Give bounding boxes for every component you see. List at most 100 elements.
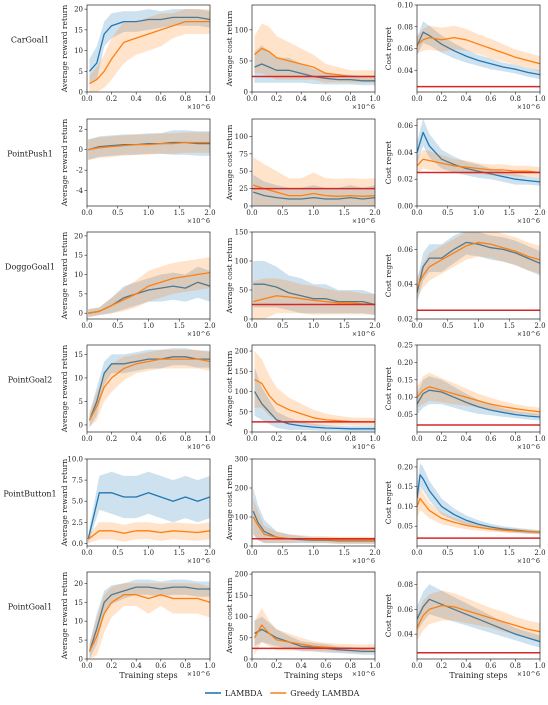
x-tick-label: 2.0 <box>204 322 215 330</box>
x-tick-label: 1.0 <box>473 209 484 217</box>
y-tick-label: 200 <box>235 348 248 356</box>
band-greedy-lambda <box>89 583 210 659</box>
line-greedy-lambda <box>253 184 375 197</box>
x-axis-label: Training steps <box>449 671 507 680</box>
band-greedy-lambda <box>417 149 540 178</box>
y-tick-label: 0.25 <box>397 342 413 350</box>
band-lambda <box>89 579 210 659</box>
y-tick-label: 50 <box>239 57 248 65</box>
row-label: PointGoal1 <box>8 603 52 612</box>
x-tick-label: 2.0 <box>369 209 380 217</box>
plot-area <box>252 157 375 206</box>
band-greedy-lambda <box>417 25 540 72</box>
y-tick-label: 300 <box>235 456 248 464</box>
band-lambda <box>417 21 540 79</box>
x-tick-label: 0.4 <box>131 435 143 443</box>
x-tick-label: 0.4 <box>461 95 473 103</box>
x-scale-label: ×10^6 <box>352 330 375 338</box>
band-lambda <box>88 266 210 318</box>
y-tick-label: 50 <box>239 168 248 176</box>
line-greedy-lambda <box>89 20 210 85</box>
x-scale-label: ×10^6 <box>187 330 210 338</box>
y-tick-label: 50 <box>239 634 248 642</box>
plot-area <box>252 351 375 432</box>
x-tick-label: 0.0 <box>81 209 92 217</box>
line-greedy-lambda <box>417 497 540 533</box>
y-tick-label: 0 <box>244 316 248 324</box>
x-tick-label: 0.2 <box>271 662 282 670</box>
line-greedy-lambda <box>417 386 540 413</box>
y-tick-label: 5 <box>79 68 83 76</box>
x-tick-label: 1.0 <box>308 209 319 217</box>
y-axis-label: Average reward return <box>60 5 69 94</box>
x-tick-label: 0.5 <box>442 322 453 330</box>
x-scale-label: ×10^6 <box>352 103 375 111</box>
x-tick-label: 0.0 <box>81 662 92 670</box>
x-tick-label: 0.0 <box>246 662 257 670</box>
y-tick-label: 0.04 <box>397 631 413 639</box>
x-tick-label: 1.0 <box>204 435 215 443</box>
band-lambda <box>254 616 375 655</box>
x-tick-label: 0.6 <box>485 95 497 103</box>
x-tick-label: 0.8 <box>180 435 191 443</box>
x-tick-label: 0.5 <box>277 209 288 217</box>
band-lambda <box>89 9 210 84</box>
x-tick-label: 0.4 <box>296 435 308 443</box>
line-greedy-lambda <box>87 530 210 540</box>
y-axis-label: Average reward return <box>60 572 69 661</box>
y-axis-label: Average cost return <box>225 10 234 87</box>
x-tick-label: 0.8 <box>180 662 191 670</box>
y-tick-label: 0 <box>244 656 248 664</box>
y-tick-label: 0 <box>79 146 83 154</box>
y-tick-label: 0.06 <box>397 122 413 130</box>
band-lambda <box>89 348 210 428</box>
x-tick-label: 0.0 <box>81 322 92 330</box>
x-scale-label: ×10^6 <box>517 443 540 451</box>
x-tick-label: 1.5 <box>339 209 350 217</box>
line-greedy-lambda <box>417 241 540 288</box>
panel-pointpush1-regret: 0.0 0.5 1.0 1.5 2.0×10^6 0.00 0.02 0.04 0.06 Cost… <box>384 118 546 225</box>
x-scale-label: ×10^6 <box>352 443 375 451</box>
band-lambda <box>417 376 540 421</box>
line-greedy-lambda <box>88 594 210 652</box>
y-tick-label: 10 <box>74 47 83 55</box>
line-greedy-lambda <box>88 141 210 151</box>
y-tick-label: 5 <box>79 398 83 406</box>
axes-frame <box>86 4 211 93</box>
x-tick-label: 0.0 <box>246 435 257 443</box>
x-tick-label: 2.0 <box>369 549 380 557</box>
line-lambda <box>253 191 375 200</box>
y-tick-label: 150 <box>235 592 248 600</box>
plot-area <box>88 257 210 318</box>
line-lambda <box>417 474 540 533</box>
plot-area <box>417 21 540 88</box>
x-tick-label: 0.6 <box>320 662 332 670</box>
plot-area <box>252 608 375 655</box>
y-tick-label: 20 <box>74 232 83 240</box>
x-tick-label: 0.6 <box>485 435 497 443</box>
line-lambda <box>417 31 540 76</box>
x-tick-label: 0.6 <box>155 662 167 670</box>
x-tick-label: 0.0 <box>411 322 422 330</box>
y-axis-label: Average cost return <box>225 124 234 201</box>
y-axis-label: Cost regret <box>384 481 393 524</box>
x-tick-label: 0.2 <box>436 435 447 443</box>
y-tick-label: 200 <box>235 485 248 493</box>
band-lambda <box>417 119 540 186</box>
y-tick-label: 100 <box>235 388 248 396</box>
y-tick-label: 10.0 <box>67 456 83 464</box>
x-tick-label: 0.4 <box>461 662 473 670</box>
y-tick-label: 150 <box>235 229 248 237</box>
plot-area <box>88 348 210 428</box>
x-tick-label: 0.4 <box>131 662 143 670</box>
x-tick-label: 1.5 <box>504 549 515 557</box>
plot-area <box>89 9 210 92</box>
y-tick-label: 0.06 <box>397 246 413 254</box>
x-tick-label: 0.2 <box>436 662 447 670</box>
x-tick-label: 1.0 <box>308 322 319 330</box>
plot-area <box>252 23 375 86</box>
band-greedy-lambda <box>417 590 540 641</box>
x-tick-label: 1.0 <box>308 549 319 557</box>
